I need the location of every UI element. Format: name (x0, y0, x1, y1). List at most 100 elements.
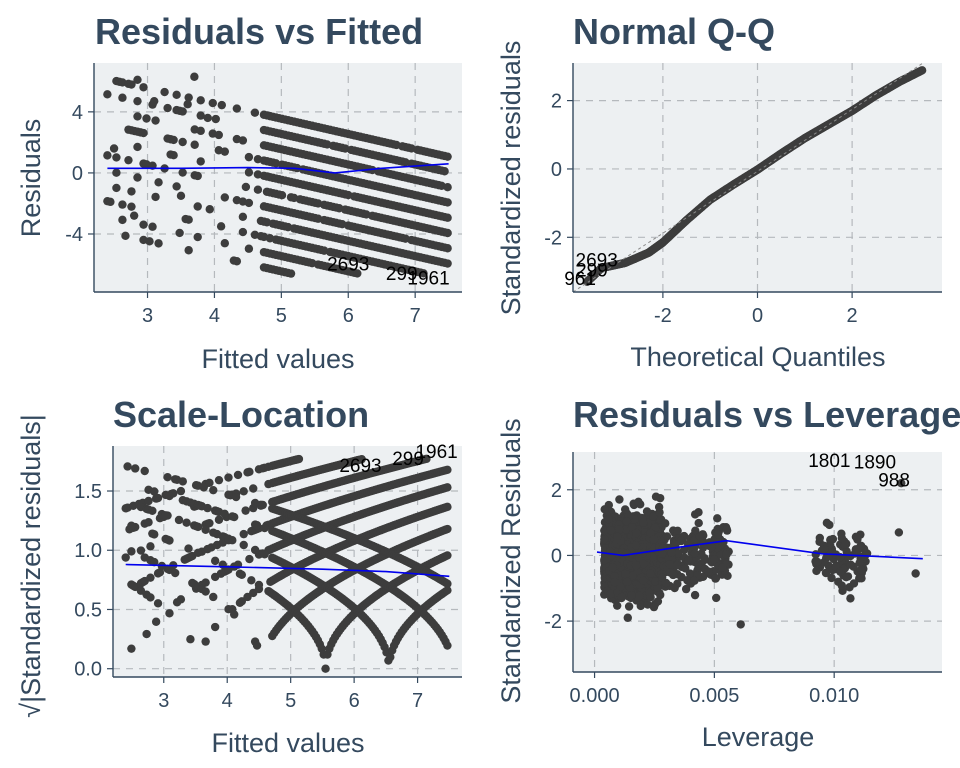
data-point (163, 472, 172, 482)
data-point (722, 550, 731, 559)
data-point (662, 532, 672, 541)
x-tick-label: 4 (222, 690, 233, 712)
data-point (127, 80, 136, 89)
data-point (247, 576, 256, 585)
data-point (617, 592, 627, 602)
data-point (600, 526, 609, 535)
data-point (855, 558, 864, 567)
data-point (118, 215, 127, 225)
outlier-label: 1961 (415, 442, 457, 463)
data-point (109, 144, 119, 153)
data-point (713, 514, 722, 523)
data-point (239, 487, 248, 496)
data-point (668, 570, 678, 580)
data-point (150, 557, 159, 567)
data-point (622, 517, 632, 526)
data-point (690, 590, 700, 600)
data-point (174, 515, 184, 525)
data-point (136, 546, 146, 555)
data-point (144, 496, 153, 506)
data-point (621, 569, 630, 579)
data-point (155, 568, 165, 577)
data-point (704, 567, 713, 576)
outlier-label: 299 (392, 449, 424, 470)
data-point (146, 573, 155, 582)
data-point (635, 591, 644, 601)
data-point (182, 518, 191, 527)
data-point (238, 227, 248, 237)
data-point (707, 542, 716, 552)
data-point (196, 96, 205, 105)
y-tick-label: 1.5 (74, 481, 102, 503)
data-point (244, 152, 254, 162)
data-point (440, 167, 449, 176)
y-axis-label: Standardized residuals (496, 41, 526, 316)
x-tick-label: 2 (847, 305, 858, 327)
y-tick-label: 2 (551, 480, 562, 502)
data-point (681, 564, 690, 573)
data-point (600, 555, 609, 565)
data-point (651, 577, 660, 586)
x-tick-label: 5 (276, 305, 287, 327)
data-point (199, 483, 208, 492)
x-axis-label: Theoretical Quantiles (630, 342, 885, 372)
data-point (205, 205, 214, 214)
panel-residuals-vs-fitted: Residuals vs Fitted Fitted values Residu… (16, 11, 423, 374)
data-point (911, 569, 920, 578)
data-point (154, 239, 163, 248)
data-point (214, 475, 224, 485)
panel-title: Residuals vs Fitted (95, 11, 423, 52)
data-point (232, 104, 242, 113)
data-point (709, 555, 719, 564)
data-point (150, 96, 159, 106)
data-point (836, 567, 845, 576)
outlier-label: 1801 (808, 451, 850, 472)
data-point (123, 462, 132, 471)
data-point (239, 540, 248, 550)
data-point (178, 137, 187, 147)
data-point (386, 652, 395, 662)
data-point (606, 526, 615, 535)
data-point (237, 570, 247, 579)
qq-reference-line (572, 62, 924, 293)
smooth-line (107, 163, 449, 174)
data-point (172, 90, 181, 100)
data-point (165, 491, 174, 501)
data-point (237, 597, 247, 606)
data-point (142, 629, 151, 639)
x-tick-label: 0 (752, 305, 763, 327)
data-point (170, 568, 180, 578)
data-point (638, 559, 648, 569)
data-point (151, 617, 161, 626)
data-point (232, 257, 242, 266)
data-point (673, 526, 682, 536)
data-point (631, 541, 641, 550)
data-point (443, 182, 452, 192)
data-point (196, 126, 205, 136)
y-tick-label: 2 (551, 91, 562, 113)
panel-normal-qq: Normal Q-Q Theoretical Quantiles Standar… (496, 11, 886, 372)
data-point (294, 454, 304, 464)
data-point (661, 519, 670, 528)
data-point (443, 524, 452, 534)
data-point (160, 87, 169, 97)
data-point (443, 244, 452, 253)
data-point (154, 178, 163, 187)
data-point (210, 622, 220, 632)
outlier-label: 2693 (339, 456, 381, 477)
data-point (277, 191, 287, 200)
data-point (165, 536, 174, 545)
data-point (443, 586, 452, 595)
data-point (632, 528, 641, 538)
data-point (103, 151, 112, 160)
data-point (826, 535, 835, 545)
data-point (127, 187, 136, 196)
data-point (129, 211, 139, 220)
data-point (201, 587, 210, 596)
data-point (443, 259, 452, 268)
data-point (196, 157, 205, 166)
data-point (184, 544, 193, 553)
data-point (150, 530, 159, 539)
